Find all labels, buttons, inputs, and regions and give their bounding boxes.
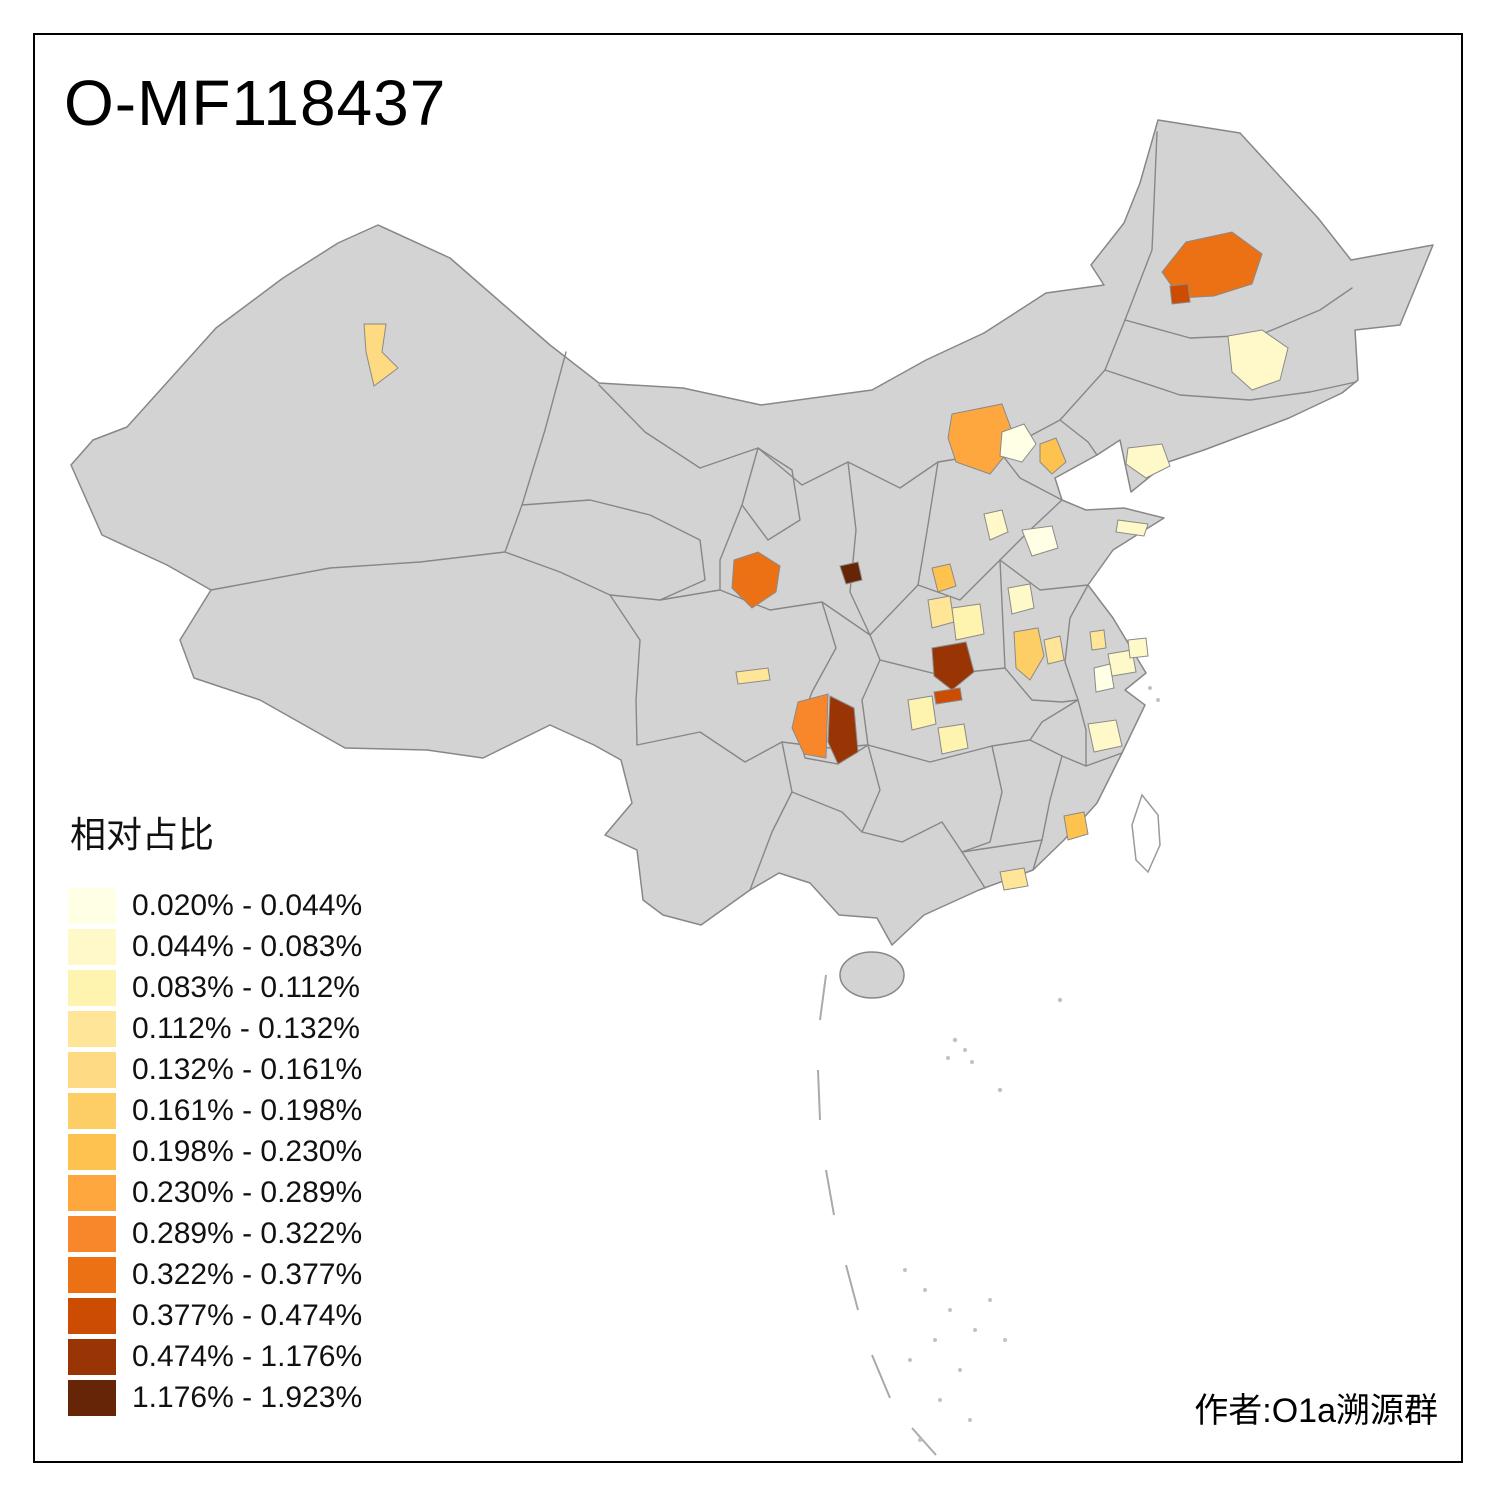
map-region (1087, 719, 1123, 753)
map-region (1039, 437, 1067, 475)
map-region (951, 603, 985, 641)
legend-row: 0.044% - 0.083% (68, 929, 362, 965)
legend-swatch (68, 970, 116, 1006)
legend-label: 0.161% - 0.198% (132, 1094, 363, 1127)
legend-swatch (68, 1339, 116, 1375)
legend-label: 0.112% - 0.132% (132, 1012, 360, 1045)
legend: 相对占比 0.020% - 0.044% 0.044% - 0.083% 0.0… (68, 806, 362, 1421)
legend-swatch (68, 1134, 116, 1170)
map-region (791, 693, 829, 759)
legend-label: 0.474% - 1.176% (132, 1340, 363, 1373)
map-region (1013, 627, 1045, 681)
map-region (947, 403, 1017, 475)
legend-row: 0.377% - 0.474% (68, 1298, 362, 1334)
map-region (931, 641, 975, 691)
map-region (731, 551, 781, 609)
legend-swatch (68, 888, 116, 924)
legend-label: 0.377% - 0.474% (132, 1299, 363, 1332)
highlighted-regions (363, 231, 1289, 891)
legend-row: 0.322% - 0.377% (68, 1257, 362, 1293)
map-region (907, 695, 937, 731)
legend-row: 0.230% - 0.289% (68, 1175, 362, 1211)
legend-row: 0.474% - 1.176% (68, 1339, 362, 1375)
legend-swatch (68, 1216, 116, 1252)
legend-label: 0.083% - 0.112% (132, 971, 360, 1004)
map-region (1115, 519, 1149, 537)
legend-swatch (68, 1380, 116, 1416)
legend-label: 0.289% - 0.322% (132, 1217, 363, 1250)
map-region (1125, 443, 1171, 479)
legend-row: 0.112% - 0.132% (68, 1011, 362, 1047)
map-region (1007, 583, 1035, 615)
legend-label: 1.176% - 1.923% (132, 1381, 363, 1414)
legend-label: 0.230% - 0.289% (132, 1176, 363, 1209)
legend-swatch (68, 1175, 116, 1211)
legend-row: 0.289% - 0.322% (68, 1216, 362, 1252)
attribution: 作者:O1a溯源群 (1194, 1392, 1438, 1430)
map-region (983, 509, 1009, 541)
legend-swatch (68, 929, 116, 965)
legend-row: 0.132% - 0.161% (68, 1052, 362, 1088)
map-region (999, 423, 1037, 463)
legend-row: 1.176% - 1.923% (68, 1380, 362, 1416)
map-region (1021, 525, 1059, 557)
plot-border (33, 33, 1463, 1463)
legend-swatch (68, 1298, 116, 1334)
legend-label: 0.132% - 0.161% (132, 1053, 363, 1086)
legend-label: 0.198% - 0.230% (132, 1135, 363, 1168)
legend-row: 0.020% - 0.044% (68, 888, 362, 924)
map-region (839, 561, 863, 585)
map-region (1089, 629, 1107, 651)
legend-swatch (68, 1011, 116, 1047)
legend-label: 0.020% - 0.044% (132, 889, 363, 922)
map-region (363, 323, 399, 387)
map-region (1127, 637, 1149, 659)
legend-swatch (68, 1052, 116, 1088)
south-china-sea-islands (817, 686, 1160, 1456)
map-region (735, 667, 771, 685)
map-region (1169, 283, 1191, 305)
hainan-island (839, 951, 905, 999)
map-region (931, 563, 957, 593)
map-region (827, 695, 859, 765)
map-region (1043, 635, 1065, 665)
legend-row: 0.083% - 0.112% (68, 970, 362, 1006)
legend-label: 0.322% - 0.377% (132, 1258, 363, 1291)
map-region (933, 687, 963, 705)
taiwan-island (1131, 793, 1161, 874)
legend-label: 0.044% - 0.083% (132, 930, 363, 963)
page-title: O-MF118437 (64, 67, 447, 139)
map-region (1093, 663, 1115, 693)
map-region (1063, 811, 1089, 841)
map-region (937, 723, 969, 755)
legend-row: 0.198% - 0.230% (68, 1134, 362, 1170)
legend-row: 0.161% - 0.198% (68, 1093, 362, 1129)
map-region (999, 867, 1029, 891)
legend-swatch (68, 1257, 116, 1293)
legend-swatch (68, 1093, 116, 1129)
legend-title: 相对占比 (70, 814, 215, 855)
map-region (1227, 329, 1289, 391)
